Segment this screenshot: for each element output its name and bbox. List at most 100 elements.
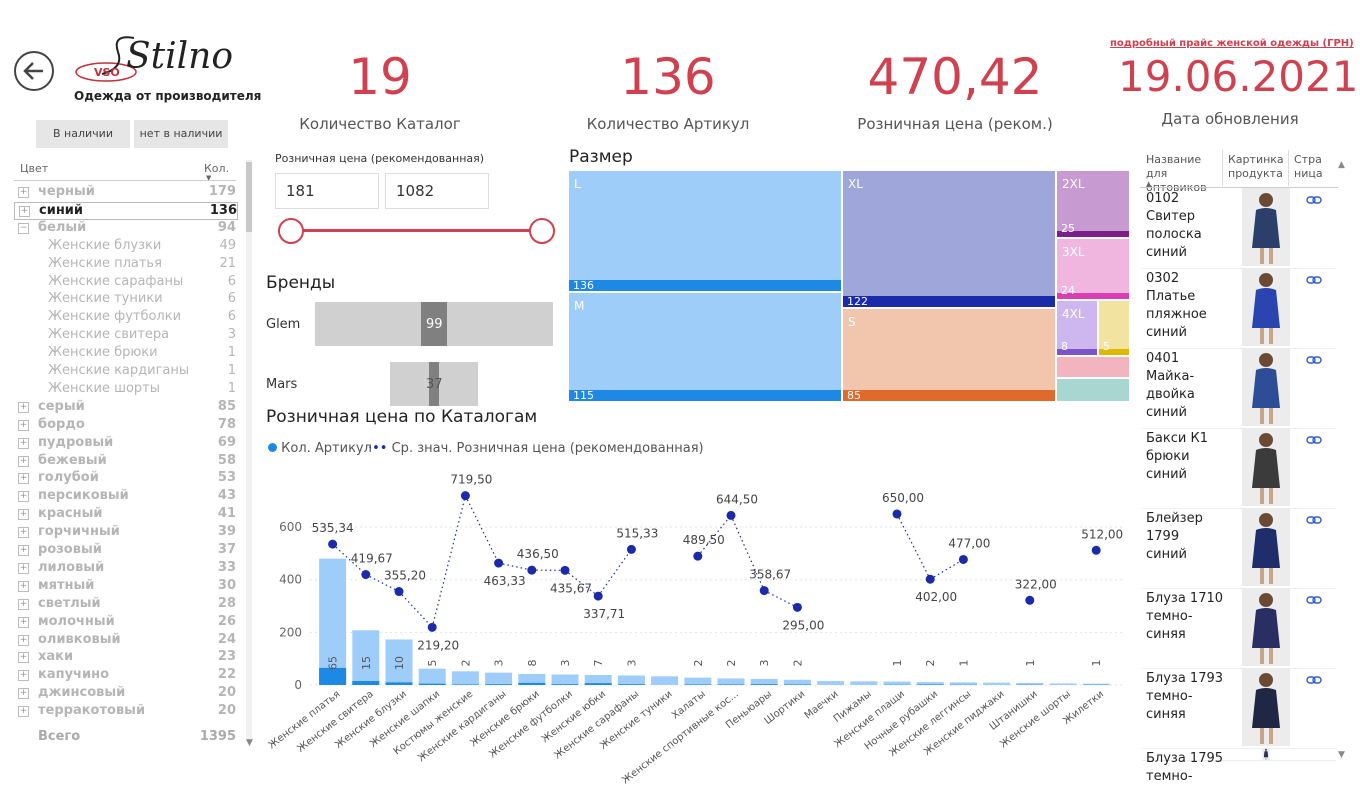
product-image[interactable] — [1242, 188, 1290, 266]
expand-icon[interactable]: + — [18, 562, 29, 574]
table-row[interactable]: Блуза 1795 темно- — [1142, 748, 1336, 784]
expand-icon[interactable]: + — [18, 706, 29, 718]
size-tile[interactable] — [1057, 379, 1129, 401]
product-image[interactable] — [1242, 348, 1290, 426]
bar-total[interactable] — [518, 673, 546, 685]
slicer-item[interactable]: Женские платья 21 — [14, 256, 236, 274]
slicer-item[interactable]: + терракотовый 20 — [14, 703, 236, 721]
link-icon[interactable] — [1306, 674, 1322, 688]
line-point[interactable] — [892, 509, 902, 519]
size-tile[interactable]: XL 122 — [843, 171, 1055, 308]
size-tile[interactable]: M 115 — [569, 293, 841, 402]
line-point[interactable] — [494, 558, 504, 568]
line-point[interactable] — [1025, 595, 1035, 605]
brand-name[interactable]: Glem — [266, 317, 301, 332]
bar-total[interactable] — [352, 630, 380, 685]
expand-icon[interactable]: + — [18, 616, 29, 628]
product-image[interactable] — [1242, 748, 1290, 760]
price-min-input[interactable]: 181 — [275, 173, 379, 209]
slicer-header-count[interactable]: Кол. — [204, 162, 230, 175]
bar-selected[interactable] — [783, 684, 811, 685]
slicer-item[interactable]: + красный 41 — [14, 506, 236, 524]
line-point[interactable] — [759, 586, 769, 596]
bar-total[interactable] — [983, 682, 1011, 685]
table-row[interactable]: 0102 Свитер полоска синий — [1142, 188, 1336, 269]
slicer-item[interactable]: + бордо 78 — [14, 417, 236, 435]
expand-icon[interactable]: + — [18, 491, 29, 503]
slicer-item[interactable]: + капучино 22 — [14, 667, 236, 685]
link-icon[interactable] — [1306, 354, 1322, 368]
bar-total[interactable] — [485, 672, 513, 685]
bar-total[interactable] — [783, 679, 811, 685]
bar-total[interactable] — [817, 681, 845, 685]
slicer-item[interactable]: + черный 179 — [14, 184, 236, 202]
bar-total[interactable] — [418, 668, 446, 685]
slicer-item[interactable]: + персиковый 43 — [14, 488, 236, 506]
product-image[interactable] — [1242, 268, 1290, 346]
col-img-header[interactable]: Картинка продукта — [1228, 153, 1284, 180]
product-image[interactable] — [1242, 428, 1290, 506]
bar-selected[interactable] — [750, 684, 778, 685]
bar-selected[interactable] — [518, 682, 546, 685]
slicer-item[interactable]: Женские шорты 1 — [14, 381, 236, 399]
link-icon[interactable] — [1306, 434, 1322, 448]
bar-selected[interactable] — [584, 683, 612, 685]
slicer-item[interactable]: + мятный 30 — [14, 578, 236, 596]
line-point[interactable] — [527, 565, 537, 575]
expand-icon[interactable]: + — [18, 455, 29, 467]
brand-name[interactable]: Mars — [266, 377, 298, 392]
expand-icon[interactable]: + — [18, 634, 29, 646]
bar-total[interactable] — [584, 675, 612, 685]
line-point[interactable] — [792, 602, 802, 612]
slicer-item[interactable]: + бежевый 58 — [14, 453, 236, 471]
slicer-item[interactable]: + хаки 23 — [14, 649, 236, 667]
bar-total[interactable] — [319, 558, 347, 685]
price-slider-min-handle[interactable] — [278, 218, 304, 244]
line-point[interactable] — [693, 551, 703, 561]
slicer-item[interactable]: Женские брюки 1 — [14, 345, 236, 363]
size-tile[interactable]: 2XL 25 — [1057, 171, 1129, 237]
price-max-input[interactable]: 1082 — [385, 173, 489, 209]
bar-selected[interactable] — [319, 667, 347, 685]
line-point[interactable] — [1091, 545, 1101, 555]
expand-icon[interactable]: + — [18, 473, 29, 485]
bar-total[interactable] — [750, 678, 778, 685]
back-button[interactable] — [14, 51, 54, 91]
price-list-link[interactable]: подробный прайс женской одежды (ГРН) — [1110, 38, 1354, 49]
expand-icon[interactable]: + — [18, 401, 29, 413]
slicer-item[interactable]: − белый 94 — [14, 220, 236, 238]
expand-icon[interactable]: + — [18, 598, 29, 610]
bar-total[interactable] — [949, 682, 977, 685]
slicer-item[interactable]: + молочный 26 — [14, 614, 236, 632]
slicer-item[interactable]: Женские блузки 49 — [14, 238, 236, 256]
bar-total[interactable] — [617, 675, 645, 685]
line-point[interactable] — [958, 554, 968, 564]
slicer-scrollbar[interactable] — [246, 160, 252, 740]
bar-total[interactable] — [1016, 682, 1044, 685]
slicer-item[interactable]: + пудровый 69 — [14, 435, 236, 453]
in-stock-button[interactable]: В наличии — [36, 120, 130, 148]
table-row[interactable]: Блуза 1710 темно-синяя — [1142, 588, 1336, 669]
line-point[interactable] — [328, 539, 338, 549]
line-point[interactable] — [427, 622, 437, 632]
expand-icon[interactable]: + — [18, 509, 29, 521]
link-icon[interactable] — [1306, 274, 1322, 288]
slicer-item[interactable]: + горчичный 39 — [14, 524, 236, 542]
table-scroll-down[interactable]: ▼ — [1338, 750, 1345, 760]
bar-total[interactable] — [916, 682, 944, 685]
slicer-header-color[interactable]: Цвет — [20, 162, 49, 175]
size-tile[interactable]: 3XL 24 — [1057, 239, 1129, 299]
scrollbar-thumb[interactable] — [246, 162, 252, 232]
bar-selected[interactable] — [385, 682, 413, 685]
size-tile[interactable]: 4XL 8 — [1057, 301, 1097, 355]
bar-selected[interactable] — [617, 684, 645, 685]
bar-selected[interactable] — [717, 684, 745, 685]
slicer-item[interactable]: Женские кардиганы 1 — [14, 363, 236, 381]
bar-total[interactable] — [1082, 683, 1110, 685]
size-tile[interactable] — [1057, 357, 1129, 377]
expand-icon[interactable]: + — [18, 545, 29, 556]
bar-total[interactable] — [850, 681, 878, 685]
bar-total[interactable] — [385, 639, 413, 685]
table-row[interactable]: Блейзер 1799 синий — [1142, 508, 1336, 589]
table-row[interactable]: 0401 Майка-двойка синий — [1142, 348, 1336, 429]
